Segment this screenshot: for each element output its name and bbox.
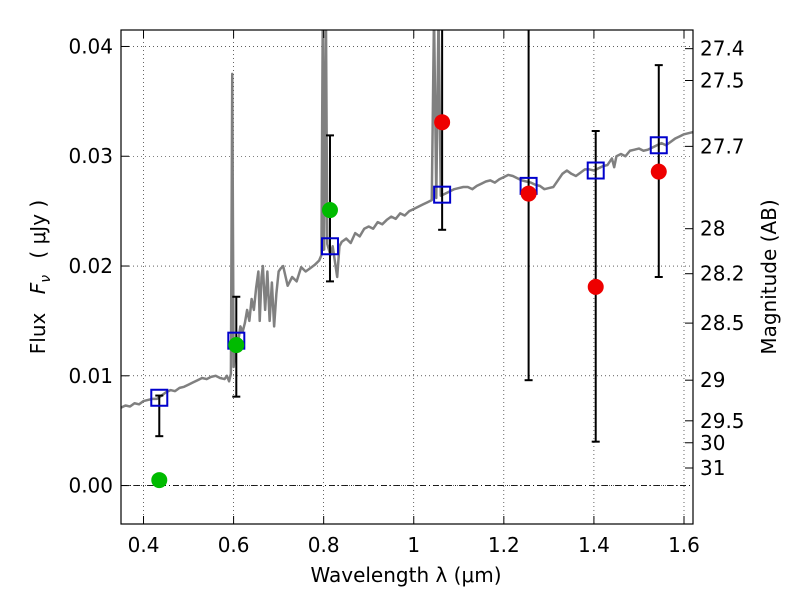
y2-tick-label: 31 bbox=[700, 456, 725, 480]
grid-lines bbox=[121, 30, 693, 524]
y-tick-label: 0.04 bbox=[68, 34, 113, 58]
green-data-point bbox=[321, 202, 338, 219]
y2-tick-label: 28.5 bbox=[700, 311, 745, 335]
x-tick-label: 0.4 bbox=[128, 533, 160, 557]
x-tick-label: 0.6 bbox=[218, 533, 250, 557]
y-tick-label: 0.01 bbox=[68, 364, 113, 388]
y2-tick-label: 29 bbox=[700, 368, 725, 392]
axes bbox=[120, 29, 694, 525]
y-tick-label: 0.02 bbox=[68, 254, 113, 278]
model-point bbox=[586, 161, 605, 180]
model-point bbox=[649, 136, 668, 155]
y2-tick-label: 27.7 bbox=[700, 134, 745, 158]
x-tick-label: 1.4 bbox=[578, 533, 610, 557]
y-axis-label-unit: ( μJy ) bbox=[26, 200, 50, 259]
y2-tick-label: 30 bbox=[700, 431, 725, 455]
model-point bbox=[150, 388, 169, 407]
x-axis-label: Wavelength λ (μm) bbox=[310, 563, 501, 587]
y-axis-label-symbol: F bbox=[26, 282, 50, 294]
green-data-point bbox=[151, 472, 168, 489]
spectrum-line bbox=[121, 30, 693, 409]
x-tick-label: 1.2 bbox=[488, 533, 520, 557]
y2-tick-label: 27.5 bbox=[700, 68, 745, 92]
x-tick-label: 0.8 bbox=[308, 533, 340, 557]
red-data-point bbox=[434, 114, 451, 131]
y-tick-label: 0.03 bbox=[68, 144, 113, 168]
red-data-point bbox=[520, 185, 537, 202]
y-axis-label-subscript: ν bbox=[38, 275, 54, 283]
y2-tick-label: 27.4 bbox=[700, 37, 745, 61]
ticks: 0.4 0.6 0.8 1 1.2 1.4 1.6 0.00 0.01 0.02 0.03 0.04 2… bbox=[68, 30, 745, 557]
y-axis-label: Flux Fν ( μJy ) bbox=[26, 200, 55, 354]
x-tick-label: 1.6 bbox=[668, 533, 700, 557]
model-point bbox=[433, 185, 452, 204]
model-point bbox=[320, 237, 339, 256]
red-data-point bbox=[587, 278, 604, 295]
plot-content bbox=[121, 30, 693, 489]
red-data-point bbox=[650, 163, 667, 180]
y2-axis-label: Magnitude (AB) bbox=[757, 199, 781, 354]
y-axis-label-text: Flux bbox=[26, 312, 50, 354]
y2-tick-label: 28 bbox=[700, 217, 725, 241]
y-tick-label: 0.00 bbox=[68, 474, 113, 498]
y2-tick-label: 29.5 bbox=[700, 409, 745, 433]
axes-frame bbox=[120, 29, 694, 525]
x-tick-label: 1 bbox=[407, 533, 420, 557]
plot-area bbox=[121, 30, 693, 524]
green-data-point bbox=[228, 337, 245, 354]
y2-tick-label: 28.2 bbox=[700, 262, 745, 286]
